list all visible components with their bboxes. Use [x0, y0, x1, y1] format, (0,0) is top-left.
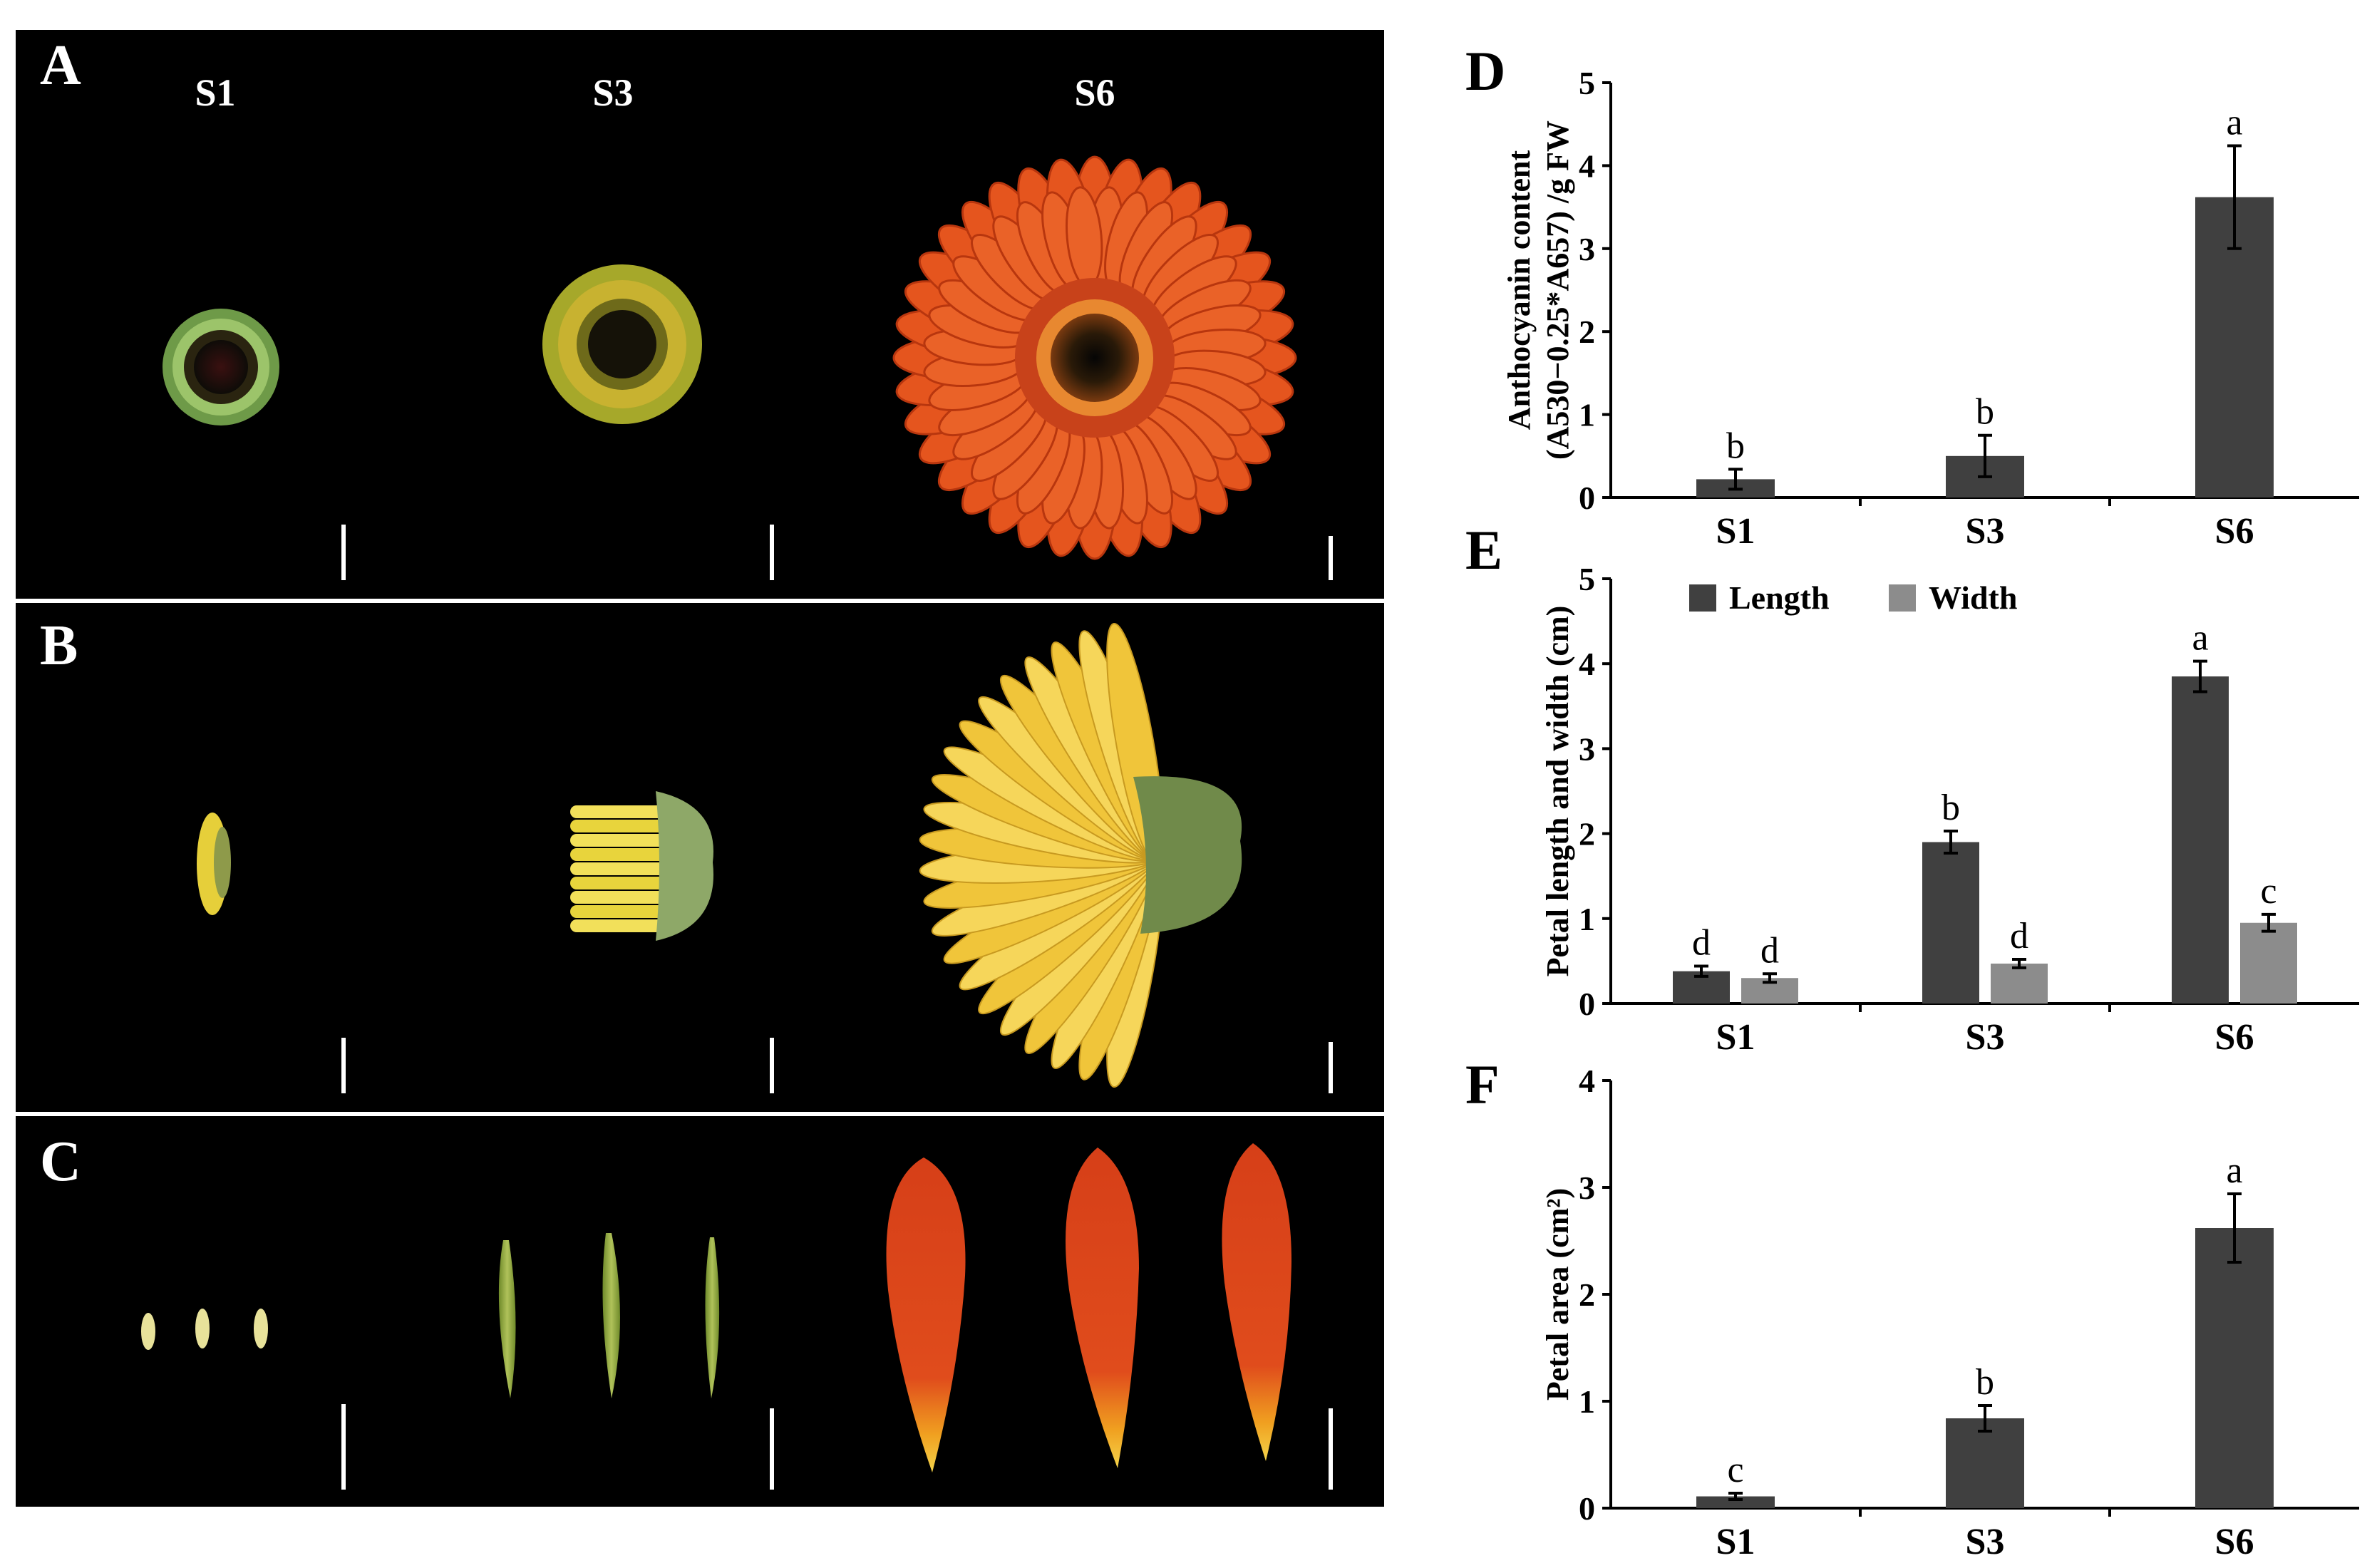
bar	[2172, 676, 2229, 1004]
scale-bar	[1329, 1042, 1333, 1093]
panel-label-e: E	[1465, 519, 1502, 581]
x-tick-label: S6	[2215, 511, 2254, 552]
panel-c-background	[16, 1116, 1384, 1507]
x-tick-label: S3	[1966, 1017, 2005, 1058]
bar	[2240, 922, 2297, 1004]
panel-label-c: C	[40, 1130, 81, 1193]
bar	[1696, 1496, 1775, 1508]
stage-label-s3: S3	[592, 71, 633, 114]
significance-letter: b	[1976, 392, 1994, 433]
scale-bar	[341, 1038, 346, 1093]
photo-panels: A B C S1 S3 S6	[16, 30, 1384, 1507]
y-tick-label: 0	[1579, 1490, 1595, 1527]
significance-letter: a	[2226, 1150, 2242, 1191]
flower-s6-side	[919, 622, 1242, 1088]
y-axis-label: Petal length and width (cm)	[1540, 606, 1575, 977]
scale-bar	[770, 1408, 774, 1490]
flower-s6-top	[892, 155, 1297, 560]
y-tick-label: 2	[1579, 816, 1595, 852]
petals-s6	[886, 1143, 1291, 1472]
bar	[1946, 1418, 2024, 1508]
chart-d: D 0 1 2 3 4 5 S1 b S3 b S6 a Anthocyanin content (A53…	[1465, 40, 2359, 552]
y-tick-label: 3	[1579, 231, 1595, 267]
significance-letter: d	[1692, 923, 1711, 964]
y-tick-label: 0	[1579, 480, 1595, 516]
significance-letter: b	[1976, 1362, 1994, 1403]
panel-label-b: B	[40, 614, 78, 677]
significance-letter: a	[2226, 102, 2242, 143]
flower-s1-side	[197, 813, 231, 915]
panel-label-d: D	[1465, 40, 1505, 102]
legend-swatch-length	[1689, 584, 1716, 612]
flower-s3-top	[542, 264, 702, 424]
significance-letter: b	[1726, 425, 1745, 466]
y-tick-label: 4	[1579, 148, 1595, 184]
chart-e: E 0 1 2 3 4 5 S1 d d S3 b d S6 a c Petal length and wid…	[1465, 519, 2359, 1058]
y-tick-label: 2	[1579, 314, 1595, 350]
y-axis-label: Anthocyanin content	[1502, 150, 1537, 430]
scale-bar	[1329, 1408, 1333, 1490]
significance-letter: d	[2010, 916, 2028, 956]
y-tick-label: 0	[1579, 986, 1595, 1022]
y-tick-label: 1	[1579, 1383, 1595, 1420]
y-axis-label: (A530−0.25*A657) /g FW	[1540, 120, 1575, 460]
stage-label-s6: S6	[1074, 71, 1115, 114]
significance-letter: c	[1727, 1450, 1743, 1490]
x-tick-label: S3	[1966, 511, 2005, 552]
y-tick-label: 5	[1579, 561, 1595, 597]
bar	[2195, 1228, 2274, 1508]
bar	[1922, 842, 1979, 1004]
significance-letter: d	[1760, 930, 1779, 971]
flower-s3-side	[570, 791, 713, 941]
y-tick-label: 1	[1579, 397, 1595, 433]
stage-label-s1: S1	[195, 71, 235, 114]
petals-s1	[141, 1309, 268, 1350]
x-tick-label: S6	[2215, 1017, 2254, 1058]
legend-label-width: Width	[1929, 579, 2017, 616]
scale-bar	[1329, 536, 1333, 580]
bar	[1991, 963, 2048, 1004]
legend-label-length: Length	[1729, 579, 1830, 616]
petals-s3	[498, 1233, 720, 1398]
chart-f: F 0 1 2 3 4 S1 c S3 b S6 a Petal area (cm²)	[1465, 1053, 2359, 1562]
scale-bar	[770, 1038, 774, 1093]
significance-letter: c	[2260, 871, 2276, 912]
x-tick-label: S6	[2215, 1522, 2254, 1562]
scale-bar	[770, 525, 774, 580]
scale-bar	[341, 1404, 346, 1490]
y-tick-label: 1	[1579, 901, 1595, 937]
y-tick-label: 4	[1579, 646, 1595, 682]
x-tick-label: S1	[1716, 511, 1755, 552]
y-tick-label: 4	[1579, 1063, 1595, 1099]
significance-letter: a	[2192, 618, 2208, 659]
x-tick-label: S1	[1716, 1017, 1755, 1058]
y-tick-label: 5	[1579, 65, 1595, 101]
y-tick-label: 3	[1579, 731, 1595, 767]
scale-bar	[341, 525, 346, 580]
bar-charts: D 0 1 2 3 4 5 S1 b S3 b S6 a Anthocyanin content (A53…	[1465, 40, 2359, 1562]
y-tick-label: 3	[1579, 1170, 1595, 1206]
x-tick-label: S1	[1716, 1522, 1755, 1562]
x-tick-label: S3	[1966, 1522, 2005, 1562]
y-tick-label: 2	[1579, 1276, 1595, 1313]
panel-label-a: A	[40, 34, 81, 97]
significance-letter: b	[1942, 788, 1960, 828]
y-axis-label: Petal area (cm²)	[1540, 1188, 1575, 1401]
panel-label-f: F	[1465, 1053, 1500, 1115]
legend-swatch-width	[1889, 584, 1916, 612]
flower-s1-top	[163, 309, 279, 425]
